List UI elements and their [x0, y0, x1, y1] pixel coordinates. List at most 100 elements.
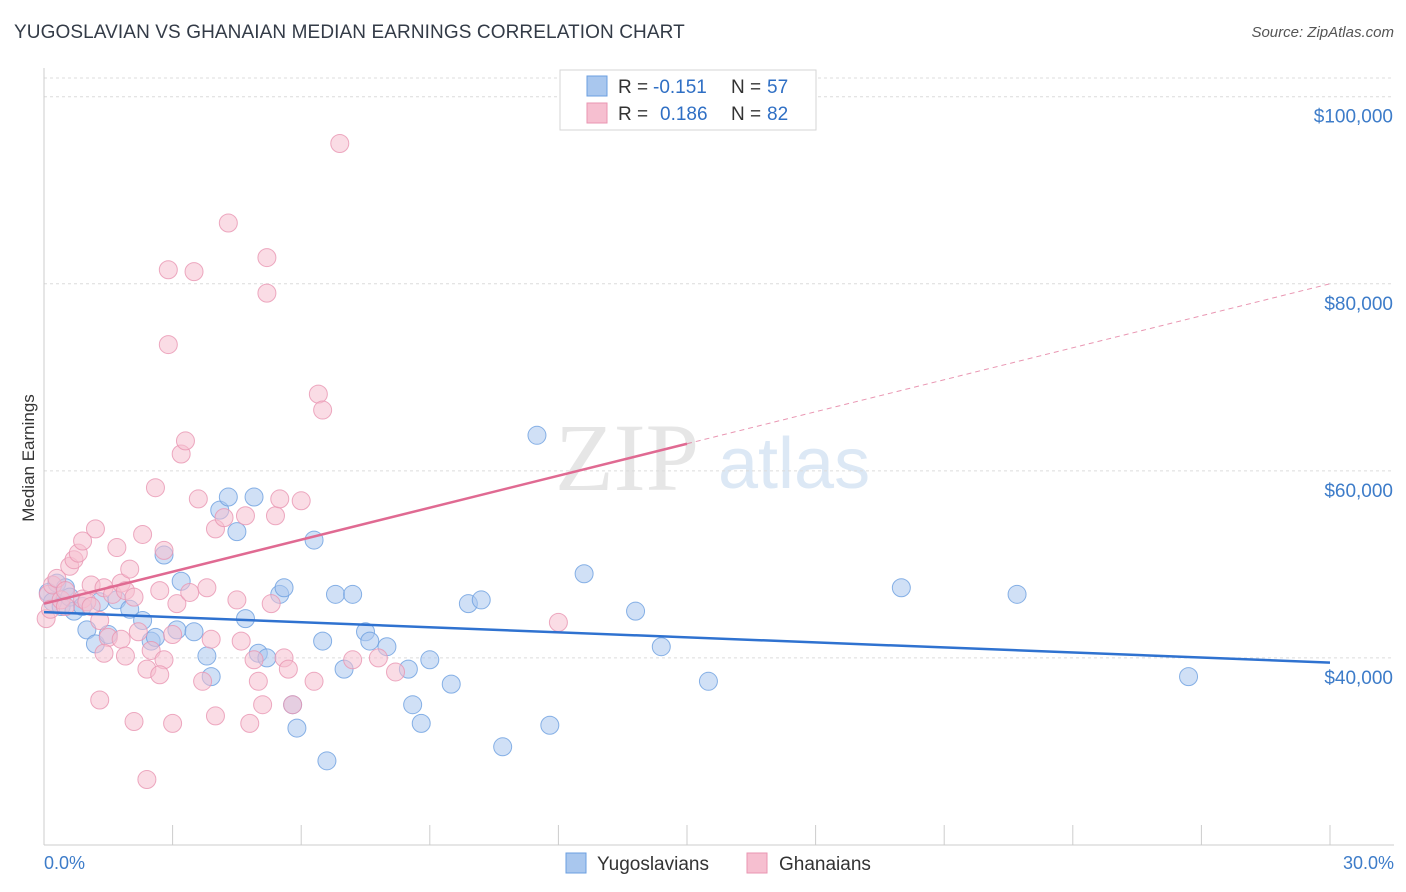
- ghanaian-point: [85, 519, 105, 539]
- yugoslavian-point: [471, 590, 491, 610]
- yugoslavian-point: [493, 737, 513, 757]
- yugoslavian-point: [626, 601, 646, 621]
- yugoslavian-point: [218, 487, 238, 507]
- yugoslavian-point: [651, 637, 671, 657]
- y-tick-labels: $40,000 $60,000 $80,000 $100,000: [1314, 107, 1393, 689]
- y-tick-label: $100,000: [1314, 107, 1393, 128]
- bottom-legend: Yugoslavians Ghanaians: [565, 852, 871, 875]
- ghanaian-point: [115, 646, 135, 666]
- yugoslavian-point: [197, 646, 217, 666]
- yugoslavian-point: [287, 718, 307, 738]
- ghanaian-point: [175, 431, 195, 451]
- yugoslavian-point: [411, 713, 431, 733]
- legend: R = -0.151 N = 57 R = 0.186 N = 82: [559, 69, 817, 131]
- ghanaian-point: [214, 508, 234, 528]
- yugoslavian-point: [698, 671, 718, 691]
- legend-n-value-1: 57: [767, 77, 788, 98]
- ghanaian-point: [94, 643, 114, 663]
- trend-line-extension-ghanaians: [686, 283, 1331, 445]
- yugoslavian-point: [441, 674, 461, 694]
- bottom-legend-swatch-ghanaians: [746, 852, 768, 874]
- ghanaian-point: [73, 531, 93, 551]
- ghanaian-point: [240, 713, 260, 733]
- yugoslavian-point: [403, 695, 423, 715]
- ghanaian-point: [304, 671, 324, 691]
- ghanaian-point: [308, 384, 328, 404]
- yugoslavian-point: [77, 620, 97, 640]
- legend-r-value-1: -0.151: [653, 77, 707, 98]
- ghanaian-point: [158, 260, 178, 280]
- x-tick-label-max: 30.0%: [1343, 853, 1394, 873]
- ghanaian-point: [253, 695, 273, 715]
- ghanaian-point: [193, 671, 213, 691]
- legend-n-label-2: N =: [731, 104, 761, 125]
- ghanaian-point: [81, 596, 101, 616]
- ghanaian-point: [291, 491, 311, 511]
- yugoslavian-point: [891, 578, 911, 598]
- ghanaian-point: [188, 489, 208, 509]
- ghanaian-point: [548, 612, 568, 632]
- y-tick-label: $60,000: [1324, 481, 1393, 502]
- ghanaian-point: [133, 524, 153, 544]
- ghanaian-point: [180, 582, 200, 602]
- ghanaian-point: [227, 590, 247, 610]
- series-ghanaians-points: [36, 133, 568, 790]
- ghanaian-point: [163, 713, 183, 733]
- yugoslavian-point: [540, 715, 560, 735]
- ghanaian-point: [128, 622, 148, 642]
- grid-lines: [44, 77, 1394, 659]
- yugoslavian-point: [317, 751, 337, 771]
- ghanaian-point: [154, 540, 174, 560]
- ghanaian-point: [261, 594, 281, 614]
- ghanaian-point: [90, 690, 110, 710]
- ghanaian-point: [150, 665, 170, 685]
- ghanaian-point: [145, 478, 165, 498]
- ghanaian-point: [163, 625, 183, 645]
- trend-line-yugoslavians: [43, 610, 1331, 664]
- yugoslavian-point: [527, 425, 547, 445]
- yugoslavian-point: [420, 650, 440, 670]
- ghanaian-point: [124, 587, 144, 607]
- ghanaian-point: [313, 400, 333, 420]
- ghanaian-point: [265, 506, 285, 526]
- legend-n-value-2: 82: [767, 104, 788, 125]
- legend-swatch-yugoslavians: [586, 75, 608, 97]
- watermark: ZIP atlas: [555, 404, 870, 511]
- bottom-legend-swatch-yugoslavians: [565, 852, 587, 874]
- yugoslavian-point: [360, 631, 380, 651]
- yugoslavian-point: [184, 622, 204, 642]
- bottom-legend-label-ghanaians: Ghanaians: [779, 854, 871, 875]
- ghanaian-point: [368, 648, 388, 668]
- ghanaian-point: [235, 506, 255, 526]
- ghanaian-point: [283, 695, 303, 715]
- ghanaian-point: [124, 712, 144, 732]
- ghanaian-point: [158, 335, 178, 355]
- trend-line-ghanaians: [43, 442, 688, 605]
- yugoslavian-point: [574, 564, 594, 584]
- watermark-atlas: atlas: [718, 424, 870, 504]
- ghanaian-point: [137, 770, 157, 790]
- trend-lines: [43, 283, 1331, 664]
- axes: [43, 68, 1394, 846]
- y-axis-label: Median Earnings: [19, 394, 38, 522]
- ghanaian-point: [167, 594, 187, 614]
- yugoslavian-point: [343, 584, 363, 604]
- chart-title: YUGOSLAVIAN VS GHANAIAN MEDIAN EARNINGS …: [14, 22, 685, 43]
- ghanaian-point: [90, 611, 110, 631]
- legend-n-label-1: N =: [731, 77, 761, 98]
- ghanaian-point: [218, 213, 238, 233]
- x-tick-label-min: 0.0%: [44, 853, 85, 873]
- yugoslavian-point: [313, 631, 333, 651]
- bottom-legend-label-yugoslavians: Yugoslavians: [597, 854, 709, 875]
- yugoslavian-point: [1007, 584, 1027, 604]
- legend-swatch-ghanaians: [586, 102, 608, 124]
- ghanaian-point: [257, 283, 277, 303]
- ghanaian-point: [197, 578, 217, 598]
- ghanaian-point: [244, 650, 264, 670]
- yugoslavian-point: [325, 584, 345, 604]
- ghanaian-point: [150, 581, 170, 601]
- yugoslavian-point: [274, 578, 294, 598]
- legend-r-label-2: R =: [618, 104, 648, 125]
- ghanaian-point: [184, 262, 204, 282]
- ghanaian-point: [231, 631, 251, 651]
